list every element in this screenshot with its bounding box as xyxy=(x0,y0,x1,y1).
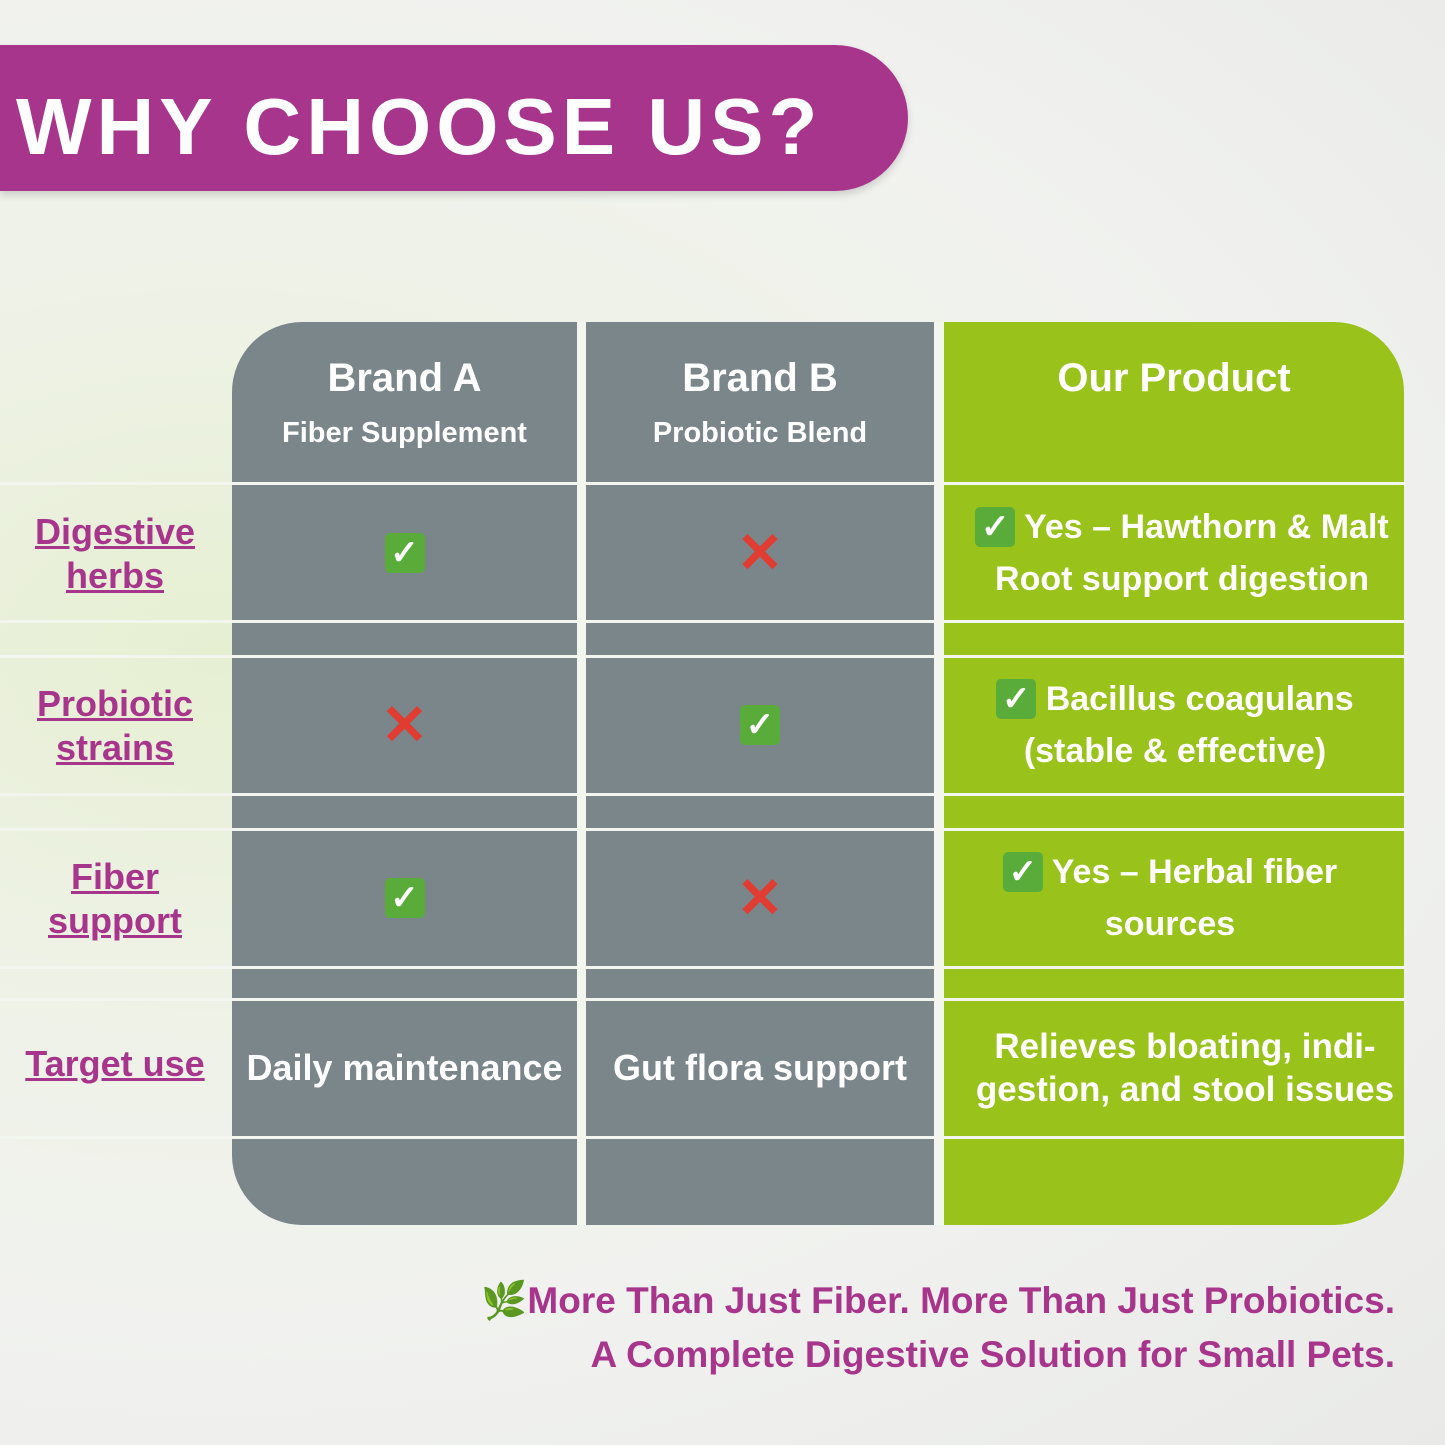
header-brand-a: Brand A Fiber Supplement xyxy=(232,356,577,450)
cell-brand-a: Daily maintenance xyxy=(246,1047,563,1088)
divider xyxy=(0,966,1405,969)
cell-brand-b: ✕ xyxy=(586,830,934,966)
cross-icon: ✕ xyxy=(736,520,784,584)
check-icon: ✓ xyxy=(384,878,425,918)
header-brand-b: Brand B Probiotic Blend xyxy=(586,356,934,450)
row-label-digestive-herbs: Digestive herbs xyxy=(34,511,196,596)
tagline-text: More Than Just Fiber. More Than Just Pro… xyxy=(527,1280,1395,1321)
cell-text: Yes – Hawthorn & Malt Root support diges… xyxy=(995,507,1389,598)
check-icon: ✓ xyxy=(975,506,1016,547)
title-banner: WHY CHOOSE US? xyxy=(0,45,908,191)
cell-brand-a: ✓ xyxy=(232,830,577,966)
divider xyxy=(0,655,1405,658)
divider xyxy=(0,620,1405,623)
cell-brand-b: Gut flora support xyxy=(613,1047,907,1088)
cell-brand-a: ✕ xyxy=(232,657,577,793)
row-label-fiber-support: Fiber support xyxy=(48,856,182,941)
cell-our-product: ✓ Yes – Hawthorn & Malt Root support dig… xyxy=(960,485,1404,620)
cell-brand-b: ✕ xyxy=(586,485,934,620)
divider xyxy=(0,482,1405,485)
column-brand-b xyxy=(586,322,934,1225)
page-title: WHY CHOOSE US? xyxy=(16,82,823,171)
tagline-line-2: A Complete Digestive Solution for Small … xyxy=(590,1334,1395,1375)
cell-our-product: ✓ Yes – Herbal fiber sources xyxy=(985,830,1355,966)
divider xyxy=(0,793,1405,796)
row-label-target-use: Target use xyxy=(25,1043,205,1084)
column-title: Brand B xyxy=(682,356,838,400)
tagline-line-1: 🌿More Than Just Fiber. More Than Just Pr… xyxy=(481,1280,1395,1323)
divider xyxy=(577,322,586,1225)
check-icon: ✓ xyxy=(1002,852,1043,892)
cell-brand-b: ✓ xyxy=(586,657,934,793)
column-title: Our Product xyxy=(1057,356,1291,400)
divider xyxy=(0,828,1405,831)
column-subtitle: Fiber Supplement xyxy=(282,417,527,449)
check-icon: ✓ xyxy=(384,532,425,573)
column-title: Brand A xyxy=(327,356,482,400)
row-label-probiotic-strains: Probiotic strains xyxy=(36,683,193,768)
cell-text: Yes – Herbal fiber sources xyxy=(1051,853,1338,943)
cross-icon: ✕ xyxy=(736,866,784,929)
cell-brand-a: ✓ xyxy=(232,485,577,620)
divider xyxy=(0,998,1405,1001)
cell-our-product: ✓ Bacillus coagulans (stable & effective… xyxy=(960,657,1390,793)
divider xyxy=(0,1136,1405,1139)
column-brand-a xyxy=(232,322,577,1225)
column-our-product xyxy=(944,322,1404,1225)
cross-icon: ✕ xyxy=(381,693,428,756)
check-icon: ✓ xyxy=(996,679,1037,719)
divider xyxy=(934,322,944,1225)
cell-our-product: Relieves bloating, indi-gestion, and sto… xyxy=(975,1027,1395,1109)
cell-text: Bacillus coagulans (stable & effective) xyxy=(1023,680,1354,770)
check-icon: ✓ xyxy=(740,705,780,745)
header-our-product: Our Product xyxy=(944,356,1404,401)
herb-leaf-icon: 🌿 xyxy=(481,1280,528,1321)
column-subtitle: Probiotic Blend xyxy=(652,417,868,449)
